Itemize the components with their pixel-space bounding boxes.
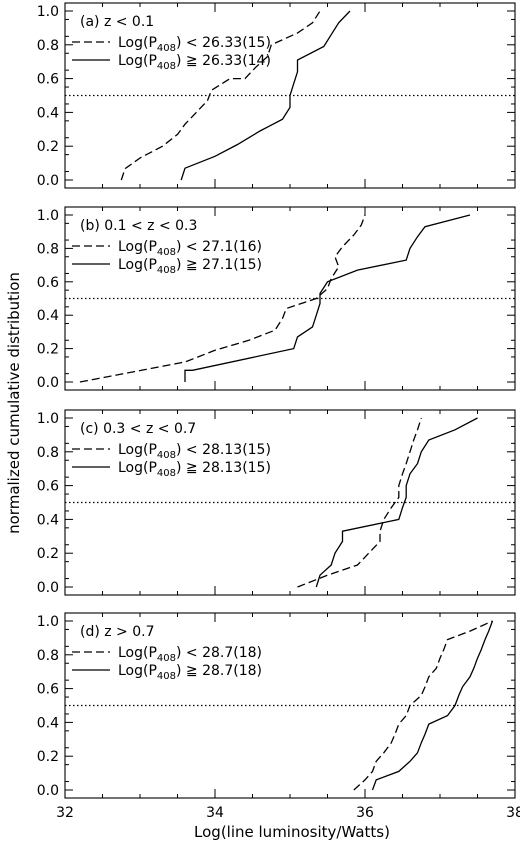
x-axis-label: Log(line luminosity/Watts)	[194, 823, 390, 841]
panel-c: 0.0 0.2 0.4 0.6 0.8 1.0 (c) 0.3 < z < 0.7 Log(P…	[37, 409, 516, 596]
y-tick-label: 0.4	[37, 512, 59, 528]
y-tick-label: 0.6	[37, 682, 59, 698]
legend-prefix: Log(P	[118, 442, 157, 458]
panel-a: 0.0 0.2 0.4 0.6 0.8 1.0 (a) z < 0.1 Log(P408) <…	[37, 2, 516, 189]
legend-suffix: ) ≧ 27.1(15)	[176, 257, 262, 273]
legend-entry: Log(P408) < 27.1(16)	[118, 239, 262, 258]
series-line-dashed	[79, 214, 366, 383]
panel-d: 0.0 0.2 0.4 0.6 0.8 1.0 32 34 36 38 (d) z > 0.7 Log…	[37, 612, 520, 821]
legend-entry: Log(P408) < 26.33(15)	[118, 35, 271, 54]
y-tick-label: 0.8	[37, 241, 59, 257]
legend-entry: Log(P408) ≧ 27.1(15)	[118, 257, 262, 276]
legend-subscript: 408	[157, 671, 176, 682]
legend-entry: Log(P408) < 28.13(15)	[118, 442, 271, 461]
series-line-dashed	[353, 620, 493, 791]
panel-label: (d) z > 0.7	[80, 624, 155, 640]
legend-prefix: Log(P	[118, 239, 157, 255]
y-axis-label: normalized cumulative distribution	[5, 272, 23, 534]
y-tick-label: 0.6	[37, 479, 59, 495]
panel-b: 0.0 0.2 0.4 0.6 0.8 1.0 (b) 0.1 < z < 0.3 Log(P…	[37, 206, 516, 391]
y-tick-label: 0.4	[37, 105, 59, 121]
legend-subscript: 408	[157, 61, 176, 72]
panel-label: (a) z < 0.1	[80, 14, 154, 30]
y-tick-label: 0.0	[37, 173, 59, 189]
y-tick-label: 0.0	[37, 375, 59, 391]
legend-subscript: 408	[157, 450, 176, 461]
y-tick-label: 0.2	[37, 342, 59, 358]
y-tick-label: 0.6	[37, 275, 59, 291]
y-tick-label: 0.2	[37, 139, 59, 155]
panel-label: (b) 0.1 < z < 0.3	[80, 218, 197, 234]
legend-prefix: Log(P	[118, 257, 157, 273]
y-tick-label: 0.0	[37, 783, 59, 799]
y-tick-label: 1.0	[37, 614, 59, 630]
y-tick-label: 1.0	[37, 411, 59, 427]
series-line-dashed	[120, 10, 321, 181]
series-line-solid	[371, 620, 494, 791]
legend-suffix: ) < 26.33(15)	[176, 35, 271, 51]
y-tick-label: 1.0	[37, 4, 59, 20]
legend-suffix: ) ≧ 26.33(14)	[176, 53, 271, 69]
y-tick-label: 0.6	[37, 72, 59, 88]
y-tick-label: 0.8	[37, 648, 59, 664]
y-tick-label: 0.8	[37, 38, 59, 54]
y-tick-label: 1.0	[37, 208, 59, 224]
series-line-solid	[180, 10, 351, 181]
panel-label: (c) 0.3 < z < 0.7	[80, 421, 196, 437]
y-tick-label: 0.4	[37, 715, 59, 731]
x-tick-label: 36	[356, 805, 374, 821]
legend-prefix: Log(P	[118, 460, 157, 476]
y-tick-label: 0.0	[37, 580, 59, 596]
legend-subscript: 408	[157, 653, 176, 664]
legend-suffix: ) < 28.7(18)	[176, 645, 262, 661]
y-tick-label: 0.2	[37, 546, 59, 562]
legend-prefix: Log(P	[118, 645, 157, 661]
x-tick-label: 34	[206, 805, 224, 821]
legend-prefix: Log(P	[118, 53, 157, 69]
legend-entry: Log(P408) ≧ 28.13(15)	[118, 460, 271, 479]
legend-suffix: ) < 28.13(15)	[176, 442, 271, 458]
legend-suffix: ) < 27.1(16)	[176, 239, 262, 255]
legend-entry: Log(P408) < 28.7(18)	[118, 645, 262, 664]
legend-subscript: 408	[157, 43, 176, 54]
y-tick-label: 0.8	[37, 445, 59, 461]
legend-subscript: 408	[157, 265, 176, 276]
y-tick-label: 0.2	[37, 749, 59, 765]
legend-prefix: Log(P	[118, 663, 157, 679]
legend-subscript: 408	[157, 247, 176, 258]
legend-subscript: 408	[157, 468, 176, 479]
x-tick-label: 38	[506, 805, 520, 821]
series-line-solid	[184, 214, 471, 382]
legend-prefix: Log(P	[118, 35, 157, 51]
legend-entry: Log(P408) ≧ 28.7(18)	[118, 663, 262, 682]
y-tick-label: 0.4	[37, 308, 59, 324]
legend-entry: Log(P408) ≧ 26.33(14)	[118, 53, 271, 72]
x-tick-label: 32	[56, 805, 74, 821]
series-line-dashed	[297, 417, 422, 588]
legend-suffix: ) ≧ 28.13(15)	[176, 460, 271, 476]
series-line-solid	[315, 417, 478, 588]
legend-suffix: ) ≧ 28.7(18)	[176, 663, 262, 679]
